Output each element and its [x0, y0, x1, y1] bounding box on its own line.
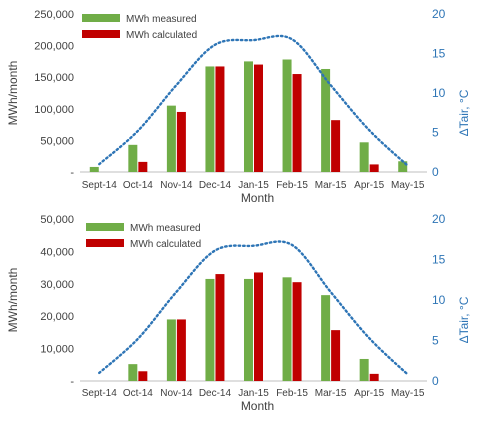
bar-calculated: [215, 274, 225, 381]
x-tick-label: Apr-15: [354, 388, 384, 399]
x-tick-label: Sept-14: [82, 388, 117, 399]
right-tick-label: 5: [432, 334, 439, 348]
right-axis-title: ΔTair, °C: [457, 296, 471, 343]
left-tick-label: 10,000: [40, 344, 74, 356]
bar-calculated: [369, 164, 379, 172]
bar-calculated: [138, 161, 148, 172]
left-axis-title: MWh/month: [6, 61, 20, 126]
left-tick-label: -: [70, 167, 74, 179]
legend-label-measured: MWh measured: [130, 223, 201, 234]
x-tick-label: Sept-14: [82, 180, 117, 191]
bar-measured: [166, 319, 176, 381]
x-tick-label: Mar-15: [315, 388, 347, 399]
x-tick-label: Dec-14: [199, 180, 232, 191]
x-tick-label: Dec-14: [199, 388, 232, 399]
x-tick-label: May-15: [391, 388, 425, 399]
bar-calculated: [254, 272, 263, 381]
right-tick-label: 10: [432, 293, 446, 307]
x-tick-label: Nov-14: [160, 388, 193, 399]
bar-measured: [398, 161, 408, 172]
bar-calculated: [138, 371, 148, 381]
x-tick-label: Feb-15: [276, 180, 308, 191]
right-axis-title: ΔTair, °C: [457, 89, 471, 136]
bar-calculated: [292, 74, 302, 172]
bar-calculated: [176, 319, 186, 381]
chart-2: - 10,000 20,000 30,000 40,000 50,000 0 5 10 15 20 M…: [6, 212, 471, 413]
bar-measured: [359, 358, 369, 381]
bar-measured: [244, 278, 253, 381]
left-tick-label: 40,000: [40, 246, 74, 258]
bar-measured: [282, 59, 292, 173]
delta-tair-line: [98, 34, 409, 167]
bar-calculated: [331, 330, 341, 381]
x-tick-label: Oct-14: [123, 180, 153, 191]
left-tick-label: 100,000: [34, 104, 74, 116]
right-tick-label: 20: [432, 212, 446, 226]
bar-measured: [359, 142, 369, 172]
x-tick-label: Jan-15: [238, 388, 269, 399]
right-tick-label: 0: [432, 374, 439, 388]
left-tick-label: 50,000: [40, 135, 74, 147]
left-tick-label: 30,000: [40, 279, 74, 291]
bar-measured: [244, 61, 253, 172]
x-tick-label: Apr-15: [354, 180, 384, 191]
legend-swatch-measured: [82, 14, 120, 22]
right-tick-label: 20: [432, 7, 446, 21]
left-tick-label: 250,000: [34, 9, 74, 21]
bar-measured: [128, 144, 138, 172]
left-tick-label: -: [70, 376, 74, 388]
x-tick-label: Oct-14: [123, 388, 153, 399]
bar-measured: [321, 295, 331, 381]
bar-calculated: [369, 373, 379, 381]
x-axis-title: Month: [241, 191, 274, 205]
bar-measured: [128, 364, 138, 381]
left-axis-title: MWh/month: [6, 268, 20, 333]
bar-measured: [89, 166, 99, 172]
legend-label-calculated: MWh calculated: [130, 239, 201, 250]
legend-swatch-calculated: [82, 30, 120, 38]
bar-calculated: [176, 111, 186, 172]
chart-1: - 50,000 100,000 150,000 200,000 250,000 0 5 10 1…: [6, 7, 471, 205]
right-tick-label: 15: [432, 253, 446, 267]
right-tick-label: 10: [432, 86, 446, 100]
x-tick-label: Nov-14: [160, 180, 193, 191]
right-tick-label: 15: [432, 47, 446, 61]
bar-measured: [321, 68, 331, 172]
bar-measured: [205, 66, 215, 172]
bar-measured: [166, 105, 176, 172]
bar-measured: [282, 277, 292, 381]
left-tick-label: 50,000: [40, 214, 74, 226]
legend-label-measured: MWh measured: [126, 14, 197, 25]
x-tick-label: Feb-15: [276, 388, 308, 399]
bar-calculated: [292, 282, 302, 381]
left-tick-label: 20,000: [40, 311, 74, 323]
bar-calculated: [254, 64, 263, 172]
right-tick-label: 5: [432, 126, 439, 140]
bar-calculated: [215, 66, 225, 172]
x-tick-label: Jan-15: [238, 180, 269, 191]
delta-tair-line: [98, 240, 409, 376]
bar-measured: [205, 278, 215, 381]
left-tick-label: 150,000: [34, 72, 74, 84]
legend-label-calculated: MWh calculated: [126, 30, 197, 41]
bar-calculated: [331, 120, 341, 172]
legend-swatch-measured: [86, 223, 124, 231]
x-tick-label: May-15: [391, 180, 425, 191]
x-tick-label: Mar-15: [315, 180, 347, 191]
legend-swatch-calculated: [86, 239, 124, 247]
x-axis-title: Month: [241, 399, 274, 413]
right-tick-label: 0: [432, 165, 439, 179]
left-tick-label: 200,000: [34, 41, 74, 53]
